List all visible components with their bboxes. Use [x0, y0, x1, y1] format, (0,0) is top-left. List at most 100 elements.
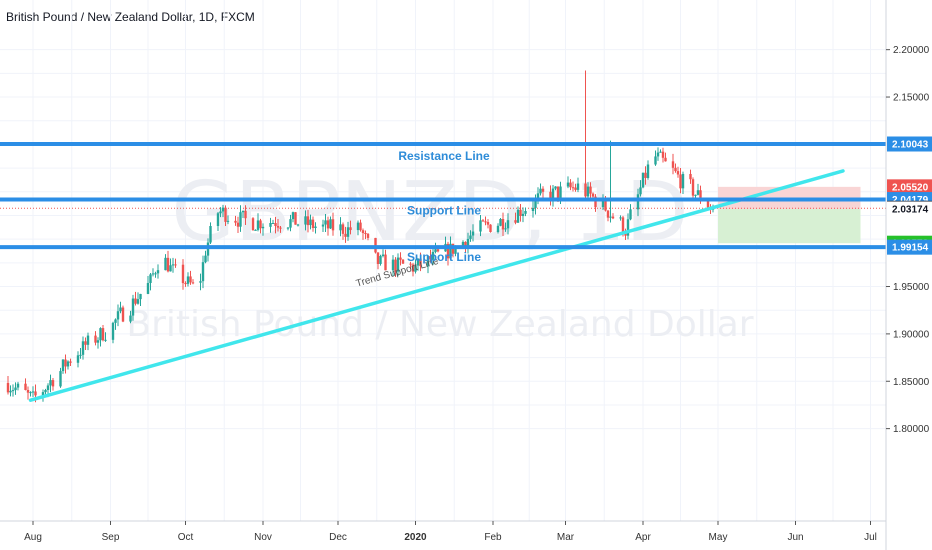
time-tick-label: Mar: [557, 532, 575, 543]
candle-body: [621, 217, 625, 234]
candle-body: [174, 264, 177, 266]
candle-body: [291, 212, 295, 220]
candle-body: [296, 224, 300, 226]
candle-body: [524, 210, 527, 214]
candle-body: [111, 322, 115, 340]
candle-body: [11, 390, 15, 392]
candle-body: [436, 249, 440, 252]
candle-body: [384, 254, 387, 271]
candle-body: [254, 229, 257, 231]
candle-body: [286, 227, 290, 229]
candle-body: [216, 213, 220, 227]
candle-body: [394, 259, 397, 272]
price-tick-label: 2.15000: [893, 93, 930, 104]
candle-body: [31, 391, 35, 393]
plot-area: GBPNZD, 1D British Pound / New Zealand Do…: [0, 0, 886, 521]
candle-body: [676, 171, 680, 175]
candle-body: [429, 256, 432, 260]
candle-body: [51, 380, 55, 387]
take-profit-zone: [718, 209, 861, 244]
candle-body: [94, 335, 97, 343]
candle-body: [431, 251, 435, 260]
candle-body: [471, 231, 475, 236]
candle-body: [706, 200, 710, 208]
candle-body: [576, 183, 580, 190]
level-label: Resistance Line: [398, 149, 490, 163]
candle-body: [574, 187, 577, 190]
candle-body: [329, 219, 332, 229]
candle-body: [139, 293, 142, 300]
candle-body: [454, 246, 457, 254]
candle-body: [381, 254, 385, 257]
time-tick-label: Feb: [484, 532, 502, 543]
candle-body: [136, 299, 140, 304]
candle-body: [44, 390, 47, 393]
candle-body: [311, 219, 315, 228]
price-tag-label: 1.99154: [892, 243, 929, 254]
candle-body: [331, 219, 335, 231]
candle-body: [601, 199, 605, 208]
price-tick-label: 1.90000: [893, 329, 930, 340]
candle-body: [204, 255, 207, 263]
candle-body: [66, 361, 70, 367]
candle-body: [349, 227, 352, 231]
candle-body: [501, 218, 505, 230]
candle-body: [269, 222, 272, 227]
price-tag: [887, 239, 932, 255]
price-tag-label: 2.04179: [892, 195, 929, 206]
time-tick-label: Jun: [787, 532, 803, 543]
candle-body: [626, 219, 630, 236]
candle-body: [671, 161, 675, 168]
candle-body: [636, 194, 640, 210]
candle-body: [411, 264, 415, 272]
candle-body: [86, 335, 90, 345]
candle-body: [129, 315, 132, 322]
candle-body: [29, 392, 32, 394]
candle-body: [271, 222, 275, 224]
candle-body: [641, 172, 645, 188]
candle-body: [239, 212, 242, 227]
candle-body: [619, 217, 622, 219]
candle-body: [541, 188, 545, 192]
candle-body: [114, 319, 117, 323]
candle-body: [259, 220, 262, 229]
time-tick-label: Apr: [635, 532, 651, 543]
candle-body: [119, 307, 122, 312]
candle-body: [416, 258, 420, 266]
candle-body: [661, 151, 665, 158]
candle-body: [274, 222, 277, 226]
chart-title: British Pound / New Zealand Dollar, 1D, …: [6, 10, 255, 24]
candle-body: [96, 340, 100, 343]
candle-body: [256, 220, 260, 230]
candle-body: [464, 241, 467, 248]
candle-body: [321, 224, 325, 227]
candle-body: [566, 182, 570, 187]
candle-body: [639, 187, 642, 195]
candle-body: [376, 252, 380, 264]
candle-body: [551, 188, 555, 201]
candle-body: [289, 219, 292, 228]
candle-body: [481, 220, 485, 222]
price-tag: [887, 179, 932, 195]
candle-body: [496, 225, 500, 233]
candle-body: [61, 359, 65, 372]
candle-body: [516, 209, 520, 223]
candle-body: [664, 157, 667, 162]
time-tick-label: May: [709, 532, 728, 543]
candle-body: [236, 222, 240, 227]
candle-body: [186, 276, 190, 284]
candle-body: [209, 226, 212, 243]
candle-body: [221, 207, 225, 212]
candle-body: [531, 207, 535, 211]
candle-body: [166, 257, 170, 272]
candle-body: [549, 191, 552, 201]
price-tick-label: 1.80000: [893, 424, 930, 435]
candle-body: [629, 209, 632, 220]
watermark-name: British Pound / New Zealand Dollar: [126, 304, 753, 345]
candle-body: [191, 282, 195, 284]
candle-body: [694, 194, 697, 196]
candle-body: [59, 371, 62, 387]
candle-body: [64, 359, 67, 367]
price-tag-label: 2.03174: [892, 205, 929, 216]
